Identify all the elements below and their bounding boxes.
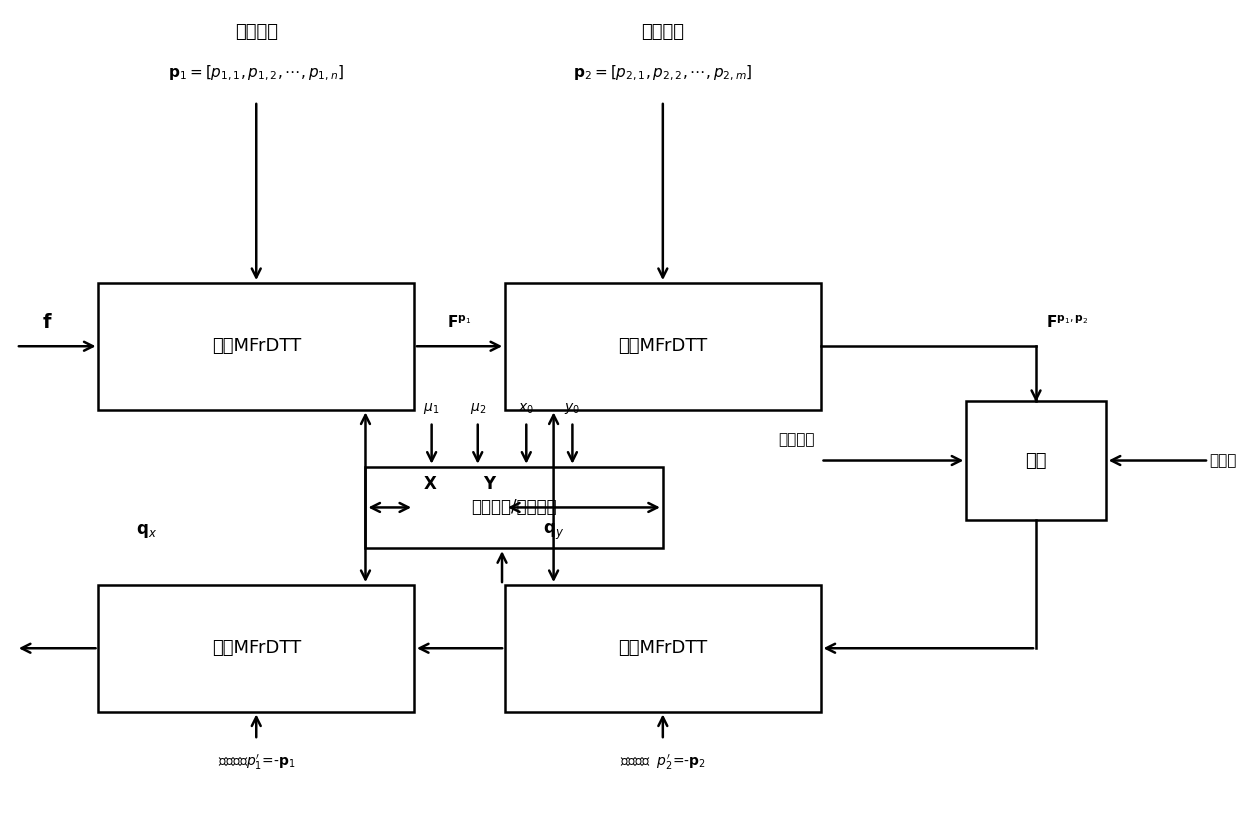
Text: $\mathbf{p}_2=[p_{2,1},p_{2,2},\cdots,p_{2,m}]$: $\mathbf{p}_2=[p_{2,1},p_{2,2},\cdots,p_… — [574, 64, 752, 83]
Text: $\mathbf{q}_x$: $\mathbf{q}_x$ — [136, 522, 157, 540]
Text: 信道: 信道 — [1026, 451, 1047, 469]
Text: X: X — [424, 476, 436, 494]
Text: 按行MFrDTT: 按行MFrDTT — [212, 640, 301, 657]
Text: $\mathbf{f}$: $\mathbf{f}$ — [42, 314, 53, 333]
Text: Y: Y — [483, 476, 496, 494]
Text: $\mu_1$: $\mu_1$ — [424, 401, 440, 416]
Text: 按列MFrDTT: 按列MFrDTT — [618, 640, 707, 657]
Text: $\mathbf{F}^{\mathbf{p}_1}$: $\mathbf{F}^{\mathbf{p}_1}$ — [447, 314, 472, 332]
Bar — [506, 585, 820, 712]
Bar — [966, 401, 1106, 520]
Text: $\mathbf{F}^{\mathbf{p}_1,\mathbf{p}_2}$: $\mathbf{F}^{\mathbf{p}_1,\mathbf{p}_2}$ — [1046, 314, 1088, 332]
Text: 按行MFrDTT: 按行MFrDTT — [212, 337, 301, 355]
Text: $x_0$: $x_0$ — [518, 401, 534, 416]
Text: 按列MFrDTT: 按列MFrDTT — [618, 337, 707, 355]
Bar — [366, 467, 663, 548]
Bar — [506, 283, 820, 410]
Text: 列分数阶  $p_2^{\prime}$=-$\mathbf{p}_2$: 列分数阶 $p_2^{\prime}$=-$\mathbf{p}_2$ — [620, 753, 706, 771]
Bar — [98, 283, 414, 410]
Text: 噪声攻击: 噪声攻击 — [778, 432, 814, 448]
Text: 行分数阶: 行分数阶 — [234, 24, 278, 42]
Text: $\mathbf{p}_1=[p_{1,1},p_{1,2},\cdots,p_{1,n}]$: $\mathbf{p}_1=[p_{1,1},p_{1,2},\cdots,p_… — [169, 64, 344, 83]
Text: 列分数阶: 列分数阶 — [642, 24, 684, 42]
Text: 行分数阶$p_1^{\prime}$=-$\mathbf{p}_1$: 行分数阶$p_1^{\prime}$=-$\mathbf{p}_1$ — [218, 753, 295, 771]
Text: $y_0$: $y_0$ — [565, 401, 580, 416]
Text: $\mathbf{q}_y$: $\mathbf{q}_y$ — [543, 522, 564, 541]
Text: 混沌序列/随机序列: 混沌序列/随机序列 — [471, 499, 558, 517]
Bar — [98, 585, 414, 712]
Text: $\mu_2$: $\mu_2$ — [470, 401, 486, 416]
Text: 窃听者: 窃听者 — [1209, 453, 1237, 468]
